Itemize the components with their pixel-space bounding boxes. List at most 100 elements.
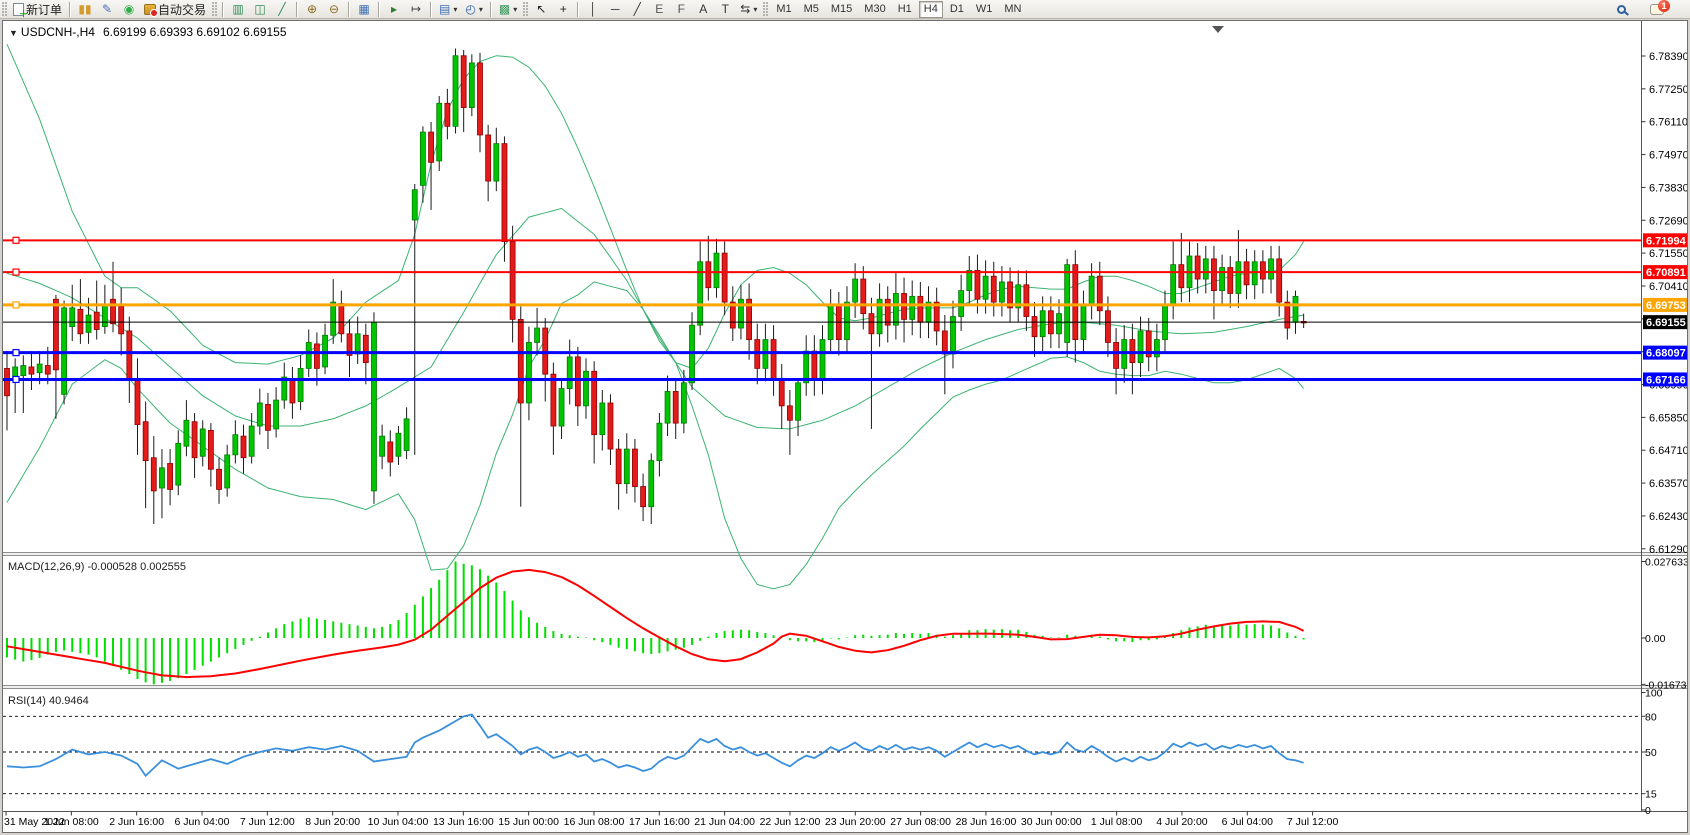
timeframe-m15-button-label: M15 — [830, 3, 853, 15]
open-value: 6.69199 — [102, 25, 147, 39]
timeframe-w1-button-label: W1 — [975, 3, 993, 15]
text-button[interactable]: A — [693, 1, 713, 18]
strategy-tester-button[interactable]: ✎ — [97, 1, 117, 18]
timeframe-m15-button[interactable]: M15 — [826, 1, 857, 18]
main-toolbar: 新订单▮▮✎◉自动交易▥◫╱⊕⊖▦▸↦▤▾◴▾▩▾↖+│─╱EFAT⇆▾M1M5… — [0, 0, 1690, 20]
svg-text:80: 80 — [1645, 711, 1657, 723]
chart-shift-button[interactable]: ↦ — [406, 1, 426, 18]
svg-text:16 Jun 08:00: 16 Jun 08:00 — [564, 816, 625, 828]
vertical-line-button[interactable]: │ — [583, 1, 603, 18]
rsi-name: RSI(14) — [8, 695, 46, 707]
zoom-out-button[interactable]: ⊖ — [324, 1, 344, 18]
axis-price-label: 6.69155 — [1643, 315, 1687, 330]
svg-text:6.73830: 6.73830 — [1649, 182, 1687, 194]
auto-scroll-button[interactable]: ▸ — [384, 1, 404, 18]
crosshair-button[interactable]: + — [553, 1, 573, 18]
profiles-button[interactable]: ◴ ▾ — [462, 1, 486, 18]
new-chart-button[interactable]: ▤ ▾ — [436, 1, 460, 18]
svg-text:6.70891: 6.70891 — [1646, 267, 1686, 279]
close-value: 6.69155 — [243, 25, 287, 39]
toolbar-separator — [222, 1, 225, 17]
svg-text:1 Jul 08:00: 1 Jul 08:00 — [1091, 816, 1143, 828]
zoom-out-icon: ⊖ — [329, 2, 340, 16]
chart-shift-marker[interactable] — [1212, 26, 1224, 33]
line-chart-button[interactable]: ╱ — [272, 1, 292, 18]
chart-canvas[interactable]: 6.78390 6.77250 6.76110 6.74970 6.73830 6.726… — [3, 21, 1687, 832]
svg-text:6.63570: 6.63570 — [1649, 478, 1687, 490]
autotrading-button-label: 自动交易 — [158, 2, 207, 17]
toolbar-separator — [69, 1, 72, 17]
svg-text:0.027633: 0.027633 — [1645, 556, 1687, 568]
timeframe-m30-button[interactable]: M30 — [859, 1, 890, 18]
timeframe-w1-button[interactable]: W1 — [971, 1, 998, 18]
timeframe-mn-button[interactable]: MN — [999, 1, 1026, 18]
market-watch-button[interactable]: ◉ — [119, 1, 139, 18]
horizontal-line-button[interactable]: ─ — [605, 1, 625, 18]
text-icon: A — [699, 2, 708, 16]
timeframe-h1-button[interactable]: H1 — [893, 1, 917, 18]
timeframe-m5-button[interactable]: M5 — [799, 1, 824, 18]
chevron-down-icon: ▾ — [513, 4, 518, 14]
high-value: 6.69393 — [149, 25, 194, 39]
rsi-panel: 100 80 50 15 0 — [3, 688, 1663, 817]
timeframe-m1-button-label: M1 — [776, 3, 792, 15]
toolbar-grip — [763, 2, 769, 16]
svg-text:22 Jun 12:00: 22 Jun 12:00 — [760, 816, 821, 828]
svg-text:28 Jun 16:00: 28 Jun 16:00 — [956, 816, 1017, 828]
svg-text:6.62430: 6.62430 — [1649, 511, 1687, 523]
timeframe-h4-button[interactable]: H4 — [918, 0, 943, 18]
svg-text:6.71994: 6.71994 — [1646, 235, 1687, 247]
text-label-icon: T — [721, 2, 729, 16]
svg-text:8 Jun 20:00: 8 Jun 20:00 — [305, 816, 360, 828]
svg-text:6.64710: 6.64710 — [1649, 445, 1687, 457]
toolbar-separator — [577, 1, 580, 17]
bar-chart-button[interactable]: ▥ — [228, 1, 248, 18]
zoom-in-button[interactable]: ⊕ — [302, 1, 322, 18]
timeframe-mn-button-label: MN — [1004, 3, 1022, 15]
arrows-button[interactable]: ⇆ ▾ — [737, 1, 760, 18]
svg-text:6.76110: 6.76110 — [1649, 117, 1687, 129]
svg-text:50: 50 — [1645, 747, 1657, 759]
svg-text:-0.016736: -0.016736 — [1645, 679, 1687, 691]
text-label-button[interactable]: T — [715, 1, 735, 18]
toolbar-separator — [296, 1, 299, 17]
vertical-line-icon: │ — [589, 2, 598, 16]
trendline-button[interactable]: ╱ — [627, 1, 647, 18]
autotrading-icon — [144, 3, 159, 17]
toolbar-grip — [523, 2, 529, 16]
chevron-down-icon: ▾ — [453, 4, 458, 14]
timeframe-m5-button-label: M5 — [803, 3, 819, 15]
svg-text:21 Jun 04:00: 21 Jun 04:00 — [694, 816, 755, 828]
tile-windows-button[interactable]: ▦ — [354, 1, 374, 18]
symbol-label: USDCNH-,H4 — [20, 25, 95, 39]
timeframe-d1-button[interactable]: D1 — [945, 1, 969, 18]
svg-text:13 Jun 16:00: 13 Jun 16:00 — [433, 816, 494, 828]
equidistant-channel-button[interactable]: E — [649, 1, 669, 18]
candlestick-chart-button[interactable]: ◫ — [250, 1, 270, 18]
collapse-arrow-icon[interactable]: ▼ — [9, 28, 18, 38]
svg-text:0: 0 — [1645, 805, 1651, 817]
svg-text:6 Jul 04:00: 6 Jul 04:00 — [1222, 816, 1274, 828]
bollinger-bands — [6, 43, 1305, 590]
macd-main-value: -0.000528 — [87, 561, 138, 573]
chevron-down-icon: ▾ — [478, 4, 483, 14]
svg-text:2 Jun 16:00: 2 Jun 16:00 — [109, 816, 164, 828]
metaeditor-button[interactable]: ▮▮ — [75, 1, 95, 18]
trendline-icon: ╱ — [633, 2, 641, 16]
cursor-button[interactable]: ↖ — [531, 1, 551, 18]
search-button[interactable] — [1611, 1, 1631, 18]
fibonacci-button[interactable]: F — [671, 1, 691, 18]
svg-text:7 Jul 12:00: 7 Jul 12:00 — [1287, 816, 1339, 828]
templates-button[interactable]: ▩ ▾ — [496, 1, 520, 18]
new-order-button[interactable]: 新订单 — [10, 1, 65, 20]
arrows-icon: ⇆ — [740, 2, 751, 16]
profiles-icon: ◴ — [465, 2, 476, 16]
notifications-button[interactable]: 1 — [1647, 0, 1670, 18]
candles-layer — [4, 48, 1307, 525]
horizontal-lines[interactable] — [3, 236, 1641, 384]
svg-text:6.68097: 6.68097 — [1646, 348, 1686, 360]
autotrading-button[interactable]: 自动交易 — [141, 1, 209, 18]
axis-price-label: 6.68097 — [1643, 345, 1687, 360]
timeframe-m1-button[interactable]: M1 — [771, 1, 796, 18]
